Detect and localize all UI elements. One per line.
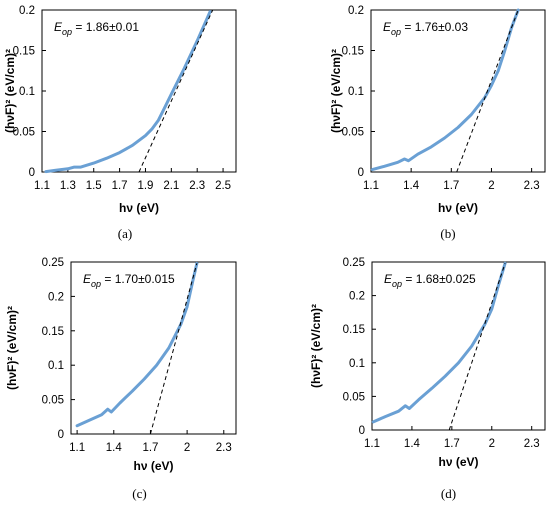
eop-subscript: op — [62, 27, 72, 37]
y-tick-label: 0.1 — [19, 86, 35, 98]
y-tick-label: 0.2 — [348, 5, 364, 17]
y-tick-label: 0 — [359, 425, 365, 437]
x-tick-label: 2 — [184, 442, 190, 454]
y-tick-label: 0.05 — [13, 127, 35, 139]
panel-caption: (c) — [132, 486, 146, 501]
y-tick-label: 0 — [358, 167, 364, 179]
x-tick-label: 1.1 — [34, 180, 50, 192]
y-tick-label: 0 — [58, 429, 64, 441]
x-tick-label: 1.4 — [403, 180, 420, 192]
y-axis-title: (hνF)² (eV/cm)² — [329, 49, 343, 133]
x-tick-label: 2.3 — [216, 442, 232, 454]
eop-symbol: E — [54, 20, 63, 34]
x-tick-label: 1.9 — [137, 180, 153, 192]
panel-caption: (a) — [118, 226, 132, 241]
y-tick-label: 0.1 — [348, 86, 364, 98]
x-tick-label: 1.3 — [60, 180, 76, 192]
plot-frame — [371, 261, 546, 431]
absorption-curve — [75, 261, 199, 428]
x-tick-label: 2.3 — [524, 438, 540, 450]
y-tick-label: 0.2 — [48, 291, 64, 303]
chart-panel-c: 0 0.05 0.1 0.15 0.2 0.25 1.1 1.4 1.7 2 2.3 Eop = 1.… — [5, 257, 237, 501]
eop-annotation: Eop = 1.86±0.01 — [54, 20, 139, 37]
eop-value: = 1.76±0.03 — [401, 20, 468, 34]
tauc-fit-line — [138, 9, 214, 173]
y-tick-label: 0.25 — [343, 257, 365, 269]
y-tick-label: 0.15 — [13, 46, 35, 58]
x-tick-label: 2.1 — [163, 180, 179, 192]
x-axis-title: hν (eV) — [438, 455, 478, 469]
eop-subscript: op — [91, 279, 101, 289]
y-tick-label: 0.1 — [48, 360, 64, 372]
eop-subscript: op — [391, 27, 401, 37]
eop-symbol: E — [384, 272, 393, 286]
y-tick-label: 0.1 — [349, 358, 365, 370]
chart-panel-a: 0 0.05 0.1 0.15 0.2 1.1 1.3 1.5 1.7 1.9 2.1 2.3 2.5 E… — [3, 5, 237, 241]
eop-symbol: E — [83, 272, 92, 286]
x-tick-label: 2.3 — [524, 180, 540, 192]
x-axis-title: hν (eV) — [119, 201, 159, 215]
chart-panel-b: 0 0.05 0.1 0.15 0.2 1.1 1.4 1.7 2 2.3 Eop = 1.76±0… — [329, 5, 546, 241]
x-tick-label: 2.3 — [189, 180, 205, 192]
y-axis-title: (hνF)² (eV/cm)² — [309, 304, 323, 388]
eop-value: = 1.68±0.025 — [402, 272, 476, 286]
absorption-curve — [44, 10, 212, 174]
eop-value: = 1.70±0.015 — [101, 272, 175, 286]
chart-panel-d: 0 0.05 0.1 0.15 0.2 0.25 1.1 1.4 1.7 2 2.3 Eop = 1.… — [309, 257, 546, 501]
x-tick-label: 2 — [489, 438, 495, 450]
panel-caption: (d) — [441, 486, 456, 501]
x-axis-title: hν (eV) — [133, 459, 173, 473]
x-tick-label: 1.7 — [142, 442, 158, 454]
x-tick-label: 2 — [488, 180, 494, 192]
x-tick-label: 1.7 — [112, 180, 128, 192]
y-axis-title: (hνF)² (eV/cm)² — [3, 49, 17, 133]
x-axis-title: hν (eV) — [438, 201, 478, 215]
y-tick-label: 0.25 — [42, 257, 64, 269]
y-tick-label: 0.2 — [19, 5, 35, 17]
x-tick-label: 1.7 — [444, 438, 460, 450]
x-tick-label: 1.1 — [69, 442, 85, 454]
eop-symbol: E — [383, 20, 392, 34]
y-tick-label: 0.15 — [342, 46, 364, 58]
x-tick-label: 1.1 — [364, 438, 380, 450]
plot-frame — [70, 261, 237, 435]
x-tick-label: 2.5 — [215, 180, 231, 192]
eop-annotation: Eop = 1.76±0.03 — [383, 20, 468, 37]
y-axis-title: (hνF)² (eV/cm)² — [5, 306, 19, 390]
tauc-fit-line — [448, 263, 506, 431]
x-tick-label: 1.5 — [86, 180, 102, 192]
x-tick-label: 1.4 — [106, 442, 123, 454]
x-tick-label: 1.4 — [404, 438, 421, 450]
tauc-fit-line — [149, 263, 198, 435]
x-tick-label: 1.7 — [443, 180, 459, 192]
x-tick-label: 1.1 — [363, 180, 379, 192]
y-tick-label: 0 — [29, 167, 35, 179]
absorption-curve — [371, 261, 507, 424]
y-tick-label: 0.05 — [42, 395, 64, 407]
eop-annotation: Eop = 1.68±0.025 — [384, 272, 476, 289]
y-tick-label: 0.05 — [342, 127, 364, 139]
eop-annotation: Eop = 1.70±0.015 — [83, 272, 175, 289]
eop-subscript: op — [392, 279, 402, 289]
eop-value: = 1.86±0.01 — [72, 20, 139, 34]
panel-caption: (b) — [440, 226, 455, 241]
y-tick-label: 0.15 — [42, 326, 64, 338]
absorption-curve — [370, 8, 520, 172]
y-tick-label: 0.05 — [343, 391, 365, 403]
y-tick-label: 0.15 — [343, 324, 365, 336]
tauc-fit-line — [456, 9, 519, 173]
y-tick-label: 0.2 — [349, 291, 365, 303]
